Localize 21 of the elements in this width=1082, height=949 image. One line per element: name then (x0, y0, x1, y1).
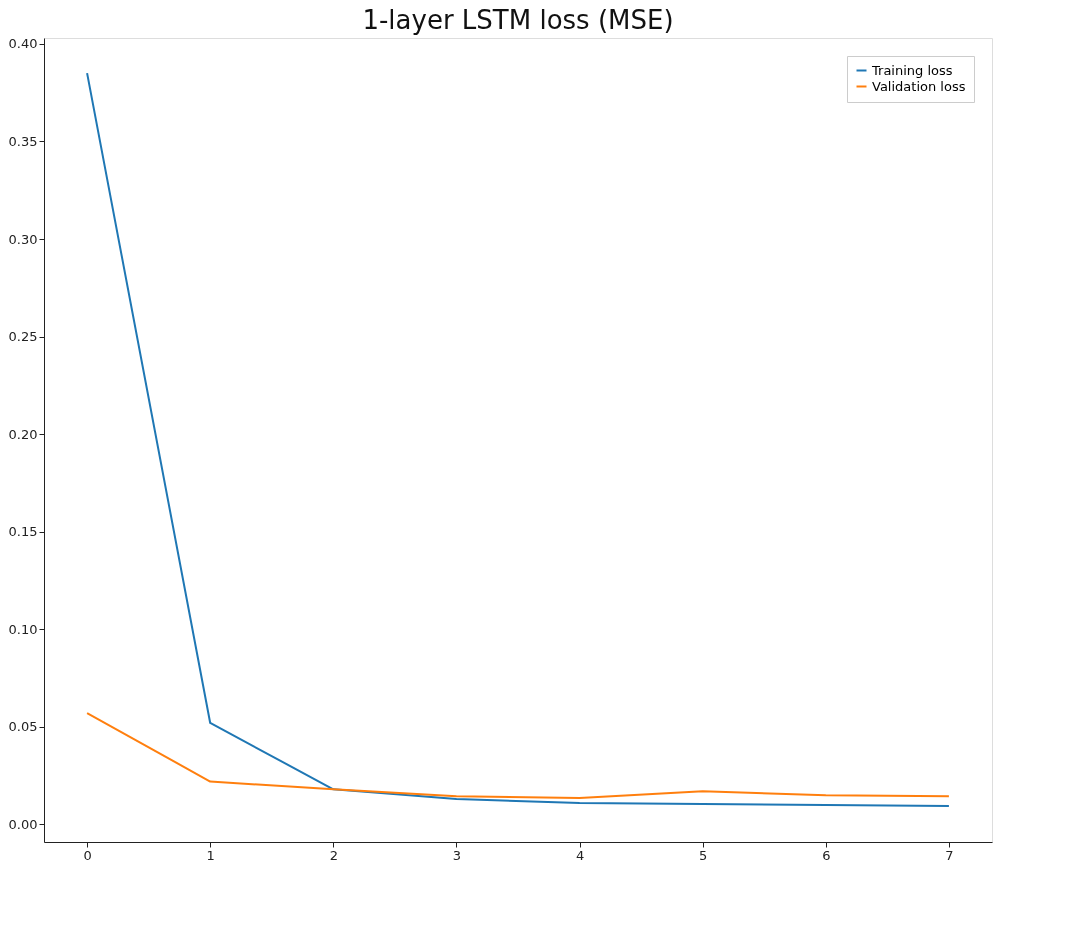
y-tick-label: 0.05 (8, 719, 38, 735)
x-tick-label: 4 (575, 847, 585, 863)
y-tick-label: 0.10 (8, 621, 38, 637)
y-tick-label: 0.25 (8, 329, 38, 345)
y-tick-label: 0.15 (8, 524, 38, 540)
legend-label: Training loss (871, 62, 953, 78)
chart-title: 1-layer LSTM loss (MSE) (362, 4, 674, 35)
x-tick-label: 3 (452, 847, 462, 863)
y-tick-label: 0.40 (8, 36, 38, 52)
x-tick-label: 5 (699, 847, 708, 863)
y-tick-label: 0.35 (8, 133, 38, 149)
x-tick-label: 0 (83, 847, 92, 863)
x-tick-label: 1 (206, 847, 215, 863)
x-tick-label: 2 (329, 847, 338, 863)
y-tick-label: 0.30 (8, 231, 38, 247)
legend-label: Validation loss (872, 78, 966, 94)
x-tick-label: 6 (822, 847, 831, 863)
line-series (86, 712, 950, 800)
y-tick-label: 0.20 (8, 426, 38, 442)
x-tick-label: 7 (945, 847, 954, 863)
y-tick-label: 0.00 (8, 816, 38, 832)
